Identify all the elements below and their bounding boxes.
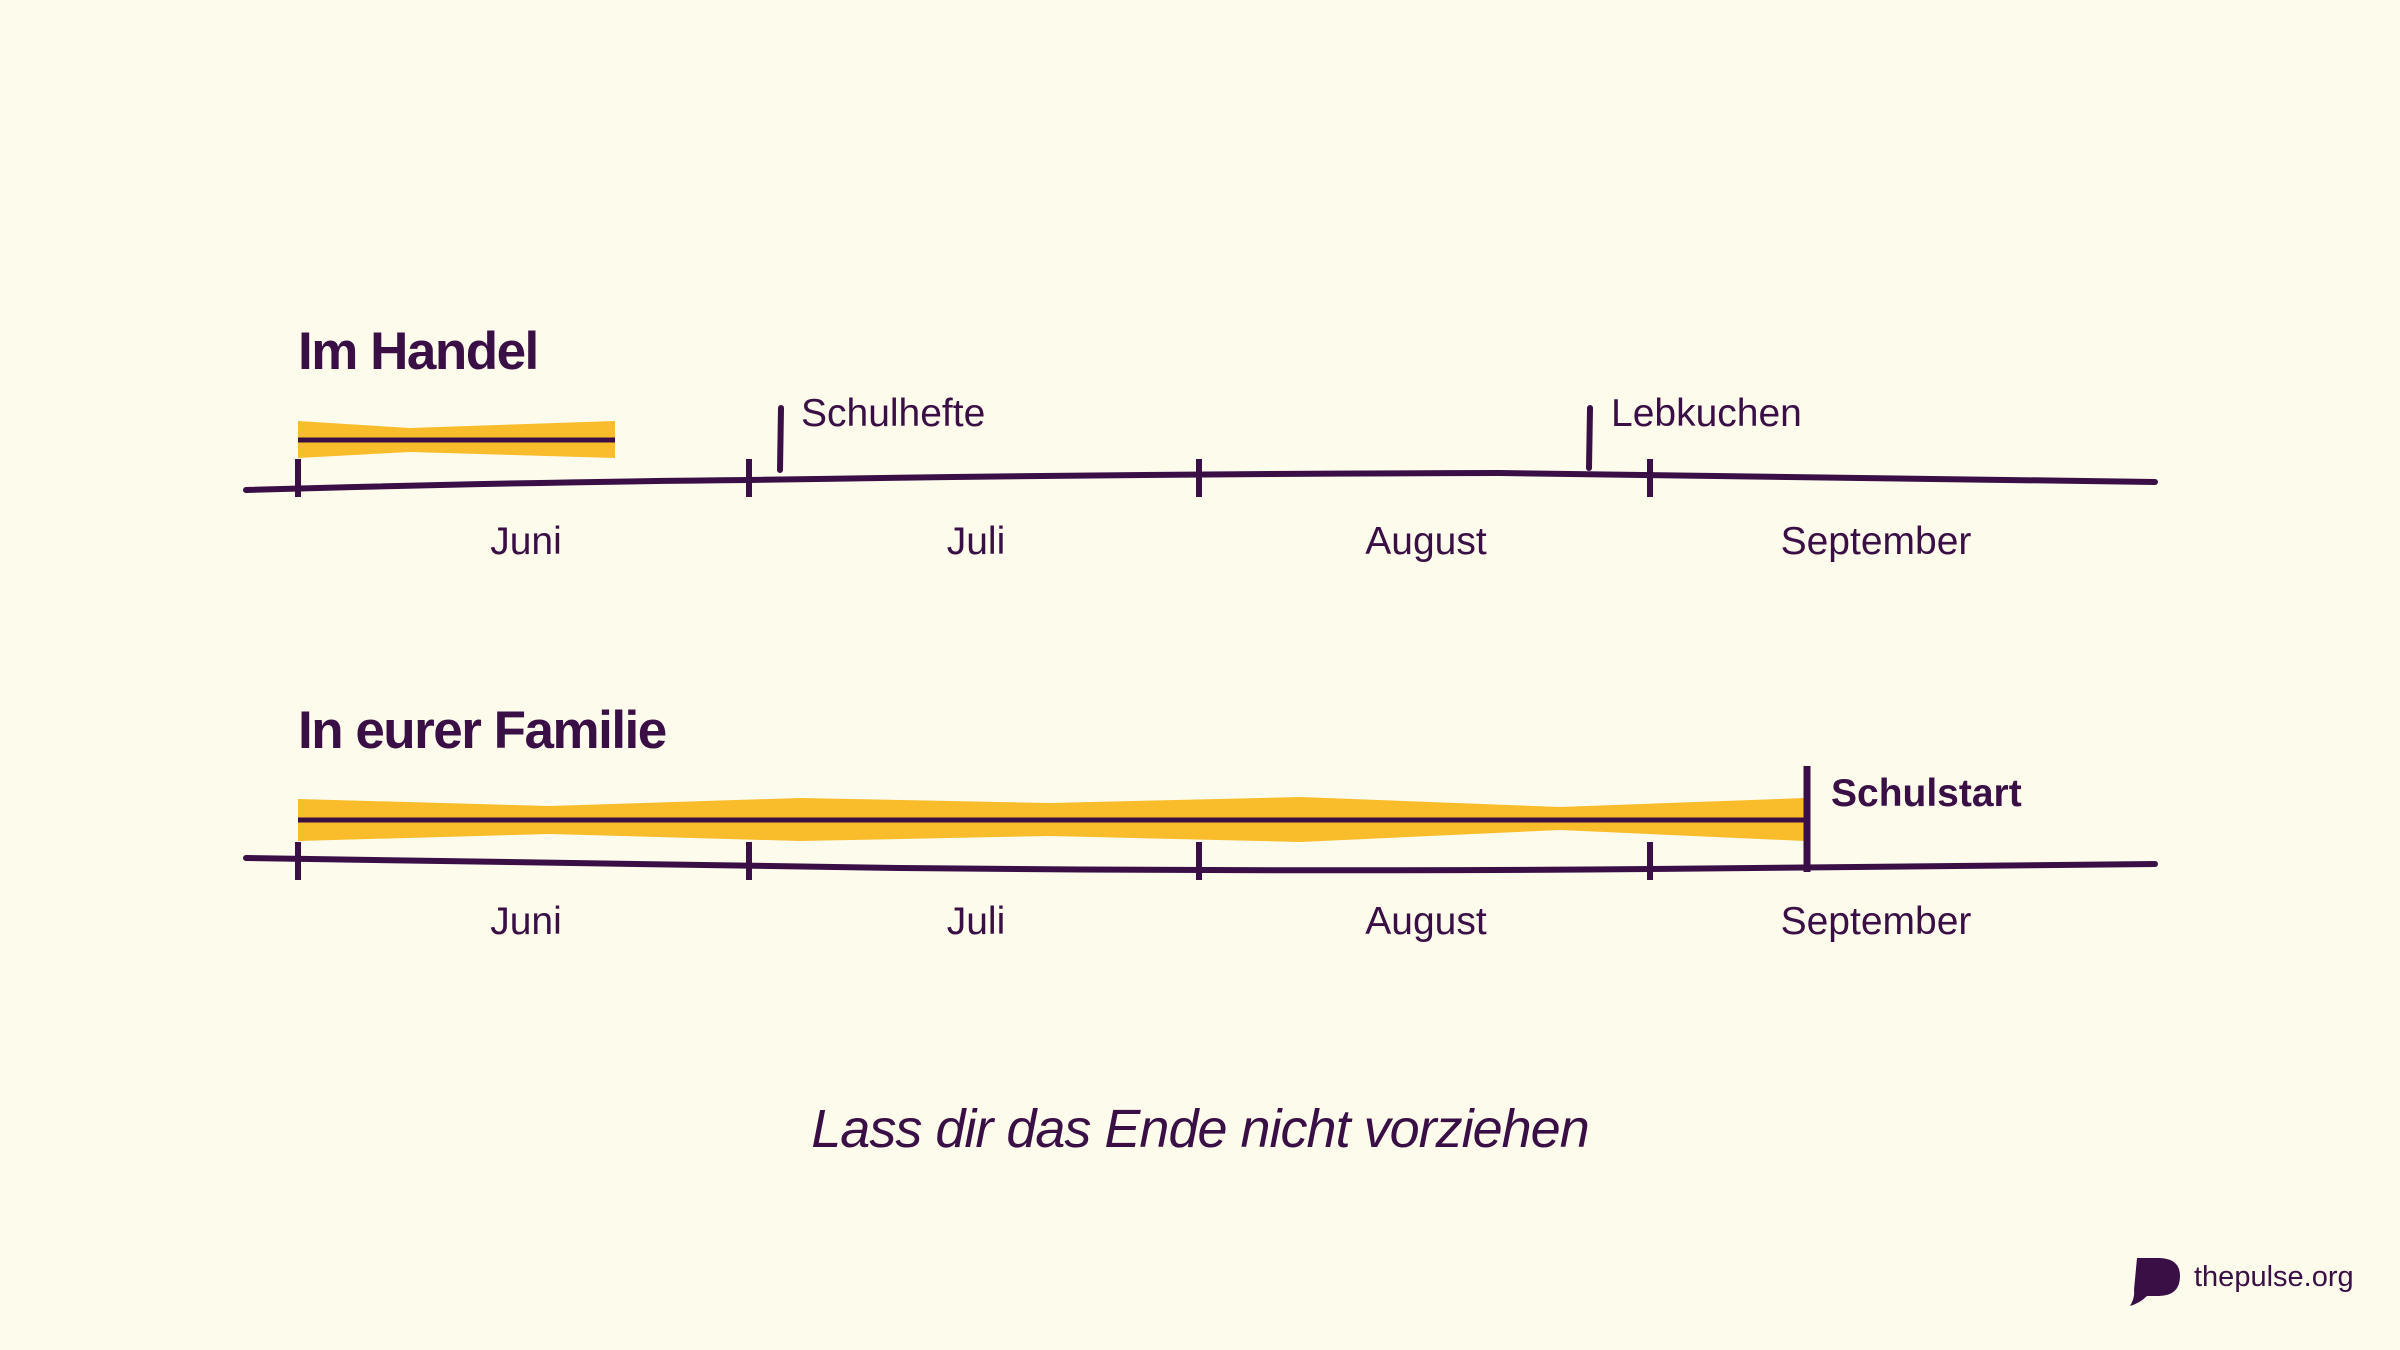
timeline-family: In eurer Familie Juni Juli August Septem…	[243, 701, 2158, 943]
speech-bubble-p-icon	[2130, 1258, 2180, 1306]
brand-text: thepulse.org	[2194, 1261, 2354, 1293]
month-label: Juli	[947, 900, 1006, 943]
timeline-axis	[243, 855, 2158, 874]
month-label: August	[1365, 520, 1487, 563]
month-label: Juli	[947, 520, 1006, 563]
timeline-axis	[243, 469, 2158, 493]
marker-label-schulstart: Schulstart	[1831, 772, 2022, 815]
month-label: September	[1781, 900, 1972, 943]
month-label: Juni	[490, 520, 562, 563]
caption: Lass dir das Ende nicht vorziehen	[811, 1099, 1588, 1159]
marker-line	[1586, 405, 1593, 471]
marker-label-schulhefte: Schulhefte	[801, 392, 985, 435]
timeline-title: In eurer Familie	[298, 701, 666, 760]
month-label: Juni	[490, 900, 562, 943]
timeline-title: Im Handel	[298, 322, 538, 381]
marker-line	[777, 405, 784, 473]
marker-label-lebkuchen: Lebkuchen	[1611, 392, 1802, 435]
month-label: August	[1365, 900, 1487, 943]
brand: thepulse.org	[2130, 1258, 2354, 1306]
month-label: September	[1781, 520, 1972, 563]
timeline-retail: Im Handel Juni Juli August September Sch…	[243, 322, 2158, 563]
